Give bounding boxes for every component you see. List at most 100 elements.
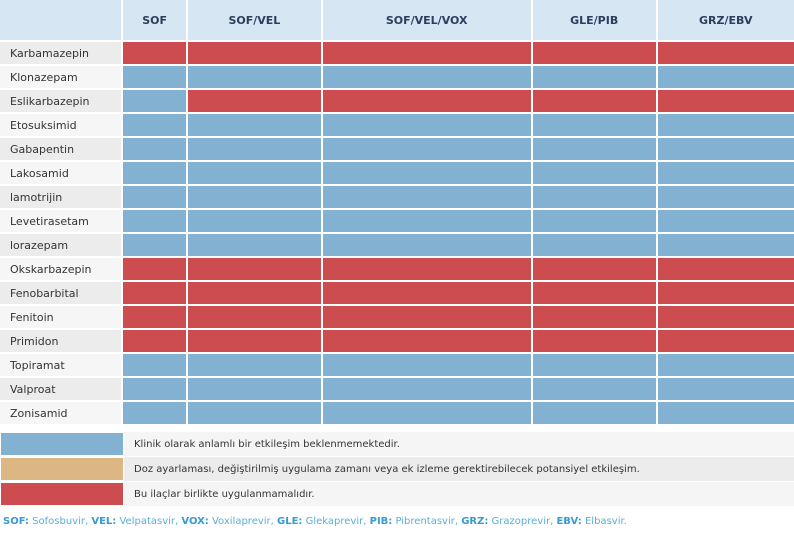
drug-label: Fenitoin [0, 306, 121, 328]
interaction-cell-blue [322, 66, 531, 88]
table-row: Topiramat [0, 354, 794, 376]
abbreviation-name: Velpatasvir, [116, 516, 182, 527]
abbreviation: EBV: [556, 516, 582, 527]
interaction-cell-red [322, 90, 531, 112]
interaction-cell-blue [657, 234, 794, 256]
abbreviation: VEL: [91, 516, 117, 527]
interaction-cell-blue [532, 114, 656, 136]
interaction-cell-red [322, 258, 531, 280]
drug-label: Karbamazepin [0, 42, 121, 64]
drug-label: lamotrijin [0, 186, 121, 208]
header-row: SOF SOF/VEL SOF/VEL/VOX GLE/PIB GRZ/EBV [0, 0, 794, 40]
drug-label: Okskarbazepin [0, 258, 121, 280]
interaction-cell-red [322, 330, 531, 352]
interaction-cell-blue [123, 66, 187, 88]
abbreviation-name: Sofosbuvir, [29, 516, 92, 527]
interaction-cell-red [188, 258, 321, 280]
interaction-cell-blue [188, 378, 321, 400]
table-row: Fenitoin [0, 306, 794, 328]
table-row: Primidon [0, 330, 794, 352]
interaction-cell-blue [532, 162, 656, 184]
drug-label: Fenobarbital [0, 282, 121, 304]
legend-swatch-red [0, 482, 124, 506]
table-row: Valproat [0, 378, 794, 400]
interaction-cell-red [657, 330, 794, 352]
interaction-cell-red [188, 306, 321, 328]
drug-label: Eslikarbazepin [0, 90, 121, 112]
drug-label: Primidon [0, 330, 121, 352]
interaction-cell-red [188, 330, 321, 352]
interaction-cell-red [657, 90, 794, 112]
table-row: Karbamazepin [0, 42, 794, 64]
abbreviation: SOF: [3, 516, 29, 527]
interaction-cell-blue [123, 162, 187, 184]
drug-label: Lakosamid [0, 162, 121, 184]
interaction-cell-blue [322, 210, 531, 232]
abbreviation-name: Elbasvir. [581, 516, 627, 527]
interaction-cell-blue [188, 402, 321, 424]
interaction-cell-blue [322, 138, 531, 160]
interaction-cell-red [123, 258, 187, 280]
abbreviation-name: Glekaprevir, [302, 516, 370, 527]
interaction-cell-blue [188, 162, 321, 184]
drug-label: Etosuksimid [0, 114, 121, 136]
abbreviation-name: Voxilaprevir, [208, 516, 278, 527]
table-row: lamotrijin [0, 186, 794, 208]
interaction-cell-blue [322, 378, 531, 400]
interaction-cell-blue [322, 114, 531, 136]
interaction-cell-blue [657, 162, 794, 184]
corner-cell [0, 0, 121, 40]
interaction-cell-blue [532, 186, 656, 208]
interaction-cell-blue [188, 114, 321, 136]
interaction-cell-red [532, 42, 656, 64]
interaction-cell-blue [123, 210, 187, 232]
legend-item: Bu ilaçlar birlikte uygulanmamalıdır. [0, 482, 794, 506]
table-row: Etosuksimid [0, 114, 794, 136]
interaction-cell-red [188, 90, 321, 112]
drug-label: lorazepam [0, 234, 121, 256]
table-row: Fenobarbital [0, 282, 794, 304]
interaction-cell-blue [123, 234, 187, 256]
table-row: Levetirasetam [0, 210, 794, 232]
abbreviations-footer: SOF: Sofosbuvir, VEL: Velpatasvir, VOX: … [3, 516, 627, 527]
interaction-cell-red [532, 90, 656, 112]
interaction-cell-blue [532, 354, 656, 376]
interaction-cell-red [657, 306, 794, 328]
interaction-cell-blue [123, 90, 187, 112]
interaction-cell-red [657, 42, 794, 64]
legend-item: Doz ayarlaması, değiştirilmiş uygulama z… [0, 457, 794, 481]
drug-label: Gabapentin [0, 138, 121, 160]
interaction-cell-blue [657, 186, 794, 208]
drug-label: Valproat [0, 378, 121, 400]
interaction-cell-blue [322, 354, 531, 376]
interaction-cell-blue [188, 234, 321, 256]
drug-label: Topiramat [0, 354, 121, 376]
column-header: SOF [123, 0, 187, 40]
interaction-cell-blue [188, 138, 321, 160]
interaction-cell-blue [532, 378, 656, 400]
interaction-cell-red [188, 282, 321, 304]
interaction-cell-red [532, 306, 656, 328]
interaction-cell-blue [657, 402, 794, 424]
interaction-cell-red [123, 330, 187, 352]
table-row: Eslikarbazepin [0, 90, 794, 112]
interaction-cell-red [322, 306, 531, 328]
interaction-cell-blue [322, 162, 531, 184]
interaction-cell-blue [532, 210, 656, 232]
interaction-cell-blue [188, 354, 321, 376]
interaction-cell-blue [322, 402, 531, 424]
interaction-cell-blue [188, 210, 321, 232]
table-row: lorazepam [0, 234, 794, 256]
legend-text: Bu ilaçlar birlikte uygulanmamalıdır. [124, 482, 794, 506]
column-header: GLE/PIB [532, 0, 656, 40]
abbreviation: GLE: [277, 516, 303, 527]
interaction-cell-blue [657, 66, 794, 88]
interaction-cell-red [657, 258, 794, 280]
interaction-cell-blue [532, 234, 656, 256]
table-row: Lakosamid [0, 162, 794, 184]
interaction-cell-red [123, 282, 187, 304]
legend-item: Klinik olarak anlamlı bir etkileşim bekl… [0, 432, 794, 456]
interaction-cell-blue [532, 138, 656, 160]
legend-text: Doz ayarlaması, değiştirilmiş uygulama z… [124, 457, 794, 481]
interaction-cell-red [188, 42, 321, 64]
